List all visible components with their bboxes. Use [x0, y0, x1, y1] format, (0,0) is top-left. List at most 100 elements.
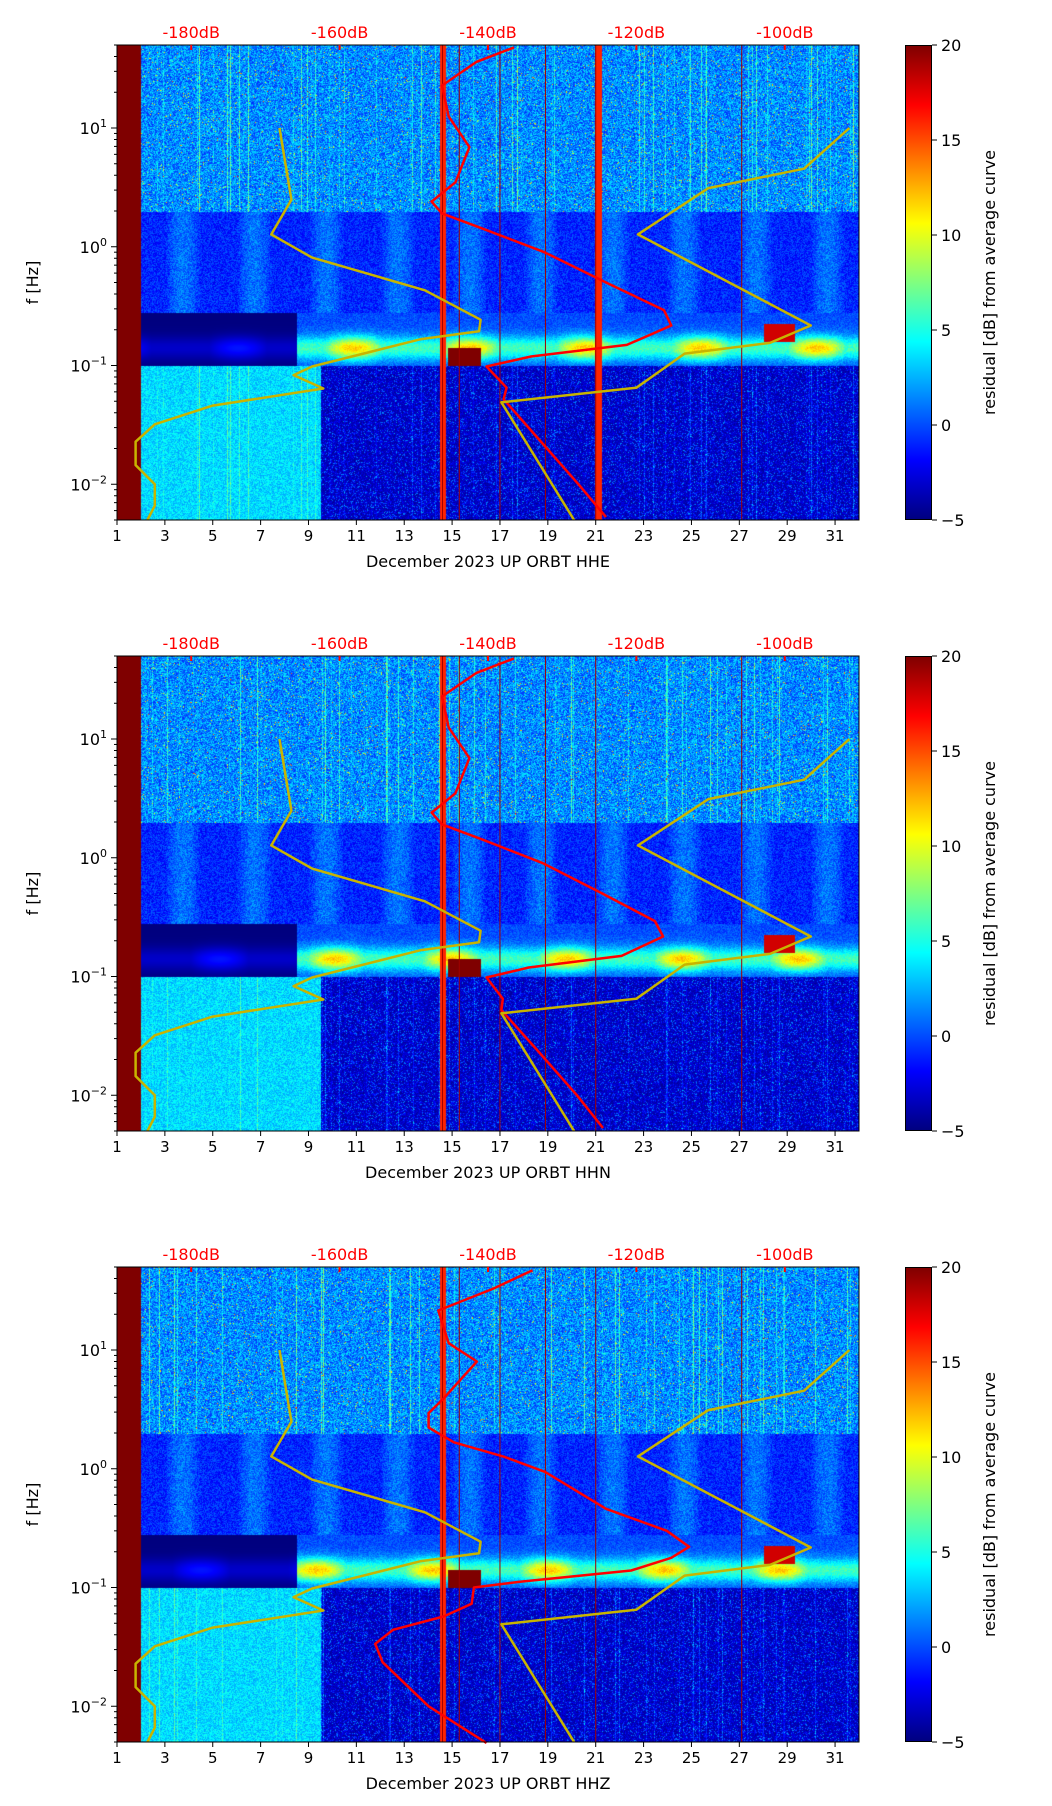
- x-tick-label: 31: [826, 527, 845, 545]
- y-tick-label: 10−2: [70, 1084, 107, 1105]
- x-tick-label: 27: [730, 1138, 749, 1156]
- series-line-high-noise-model: [500, 127, 851, 521]
- x-axis-label: December 2023 UP ORBT HHE: [366, 552, 610, 571]
- top-db-tick-label: -180dB: [162, 23, 219, 42]
- x-tick-label: 17: [490, 1749, 509, 1767]
- x-tick-label: 5: [208, 1138, 218, 1156]
- x-tick-label: 21: [586, 1138, 605, 1156]
- x-tick-label: 13: [395, 1749, 414, 1767]
- x-tick-label: 3: [160, 1138, 170, 1156]
- x-tick-label: 3: [160, 527, 170, 545]
- top-db-tick-label: -160dB: [311, 634, 368, 653]
- x-tick-label: 21: [586, 1749, 605, 1767]
- y-tick-label: 10−2: [70, 1695, 107, 1716]
- x-tick-label: 27: [730, 527, 749, 545]
- top-db-tick-label: -100dB: [756, 23, 813, 42]
- colorbar-tick-label: 5: [941, 321, 951, 340]
- x-tick-label: 15: [443, 527, 462, 545]
- x-tick-label: 9: [304, 1138, 314, 1156]
- colorbar-tick-label: 10: [941, 1448, 961, 1467]
- x-tick-label: 3: [160, 1749, 170, 1767]
- x-tick-label: 17: [490, 527, 509, 545]
- x-tick-label: 23: [634, 527, 653, 545]
- x-tick-label: 7: [256, 1138, 266, 1156]
- top-db-tick-label: -160dB: [311, 23, 368, 42]
- x-tick-label: 9: [304, 527, 314, 545]
- y-axis-label: f [Hz]: [23, 261, 42, 305]
- x-tick-label: 11: [347, 1138, 366, 1156]
- spectrogram-heatmap: [117, 1267, 859, 1742]
- colorbar-label: residual [dB] from average curve: [980, 761, 999, 1026]
- x-tick-label: 19: [538, 1749, 557, 1767]
- colorbar: [905, 45, 932, 520]
- x-tick-label: 7: [256, 527, 266, 545]
- x-tick-label: 11: [347, 527, 366, 545]
- top-db-tick-label: -180dB: [162, 1245, 219, 1264]
- spectrogram-heatmap: [117, 45, 859, 520]
- x-tick-label: 7: [256, 1749, 266, 1767]
- plot-frame: [116, 1266, 860, 1743]
- top-db-tick-label: -160dB: [311, 1245, 368, 1264]
- x-tick-label: 25: [682, 527, 701, 545]
- colorbar-tick-label: 15: [941, 1353, 961, 1372]
- top-db-tick-label: -100dB: [756, 1245, 813, 1264]
- x-tick-label: 1: [112, 1138, 122, 1156]
- colorbar-tick-label: 20: [941, 647, 961, 666]
- x-tick-label: 29: [778, 1138, 797, 1156]
- y-tick-label: 101: [80, 1339, 107, 1360]
- x-tick-label: 17: [490, 1138, 509, 1156]
- colorbar-label: residual [dB] from average curve: [980, 150, 999, 415]
- y-tick-label: 101: [80, 117, 107, 138]
- colorbar-label: residual [dB] from average curve: [980, 1372, 999, 1637]
- y-axis-label: f [Hz]: [23, 872, 42, 916]
- x-tick-label: 19: [538, 1138, 557, 1156]
- spectrogram-heatmap: [117, 656, 859, 1131]
- colorbar: [905, 1267, 932, 1742]
- x-tick-label: 15: [443, 1138, 462, 1156]
- x-tick-label: 25: [682, 1749, 701, 1767]
- x-tick-label: 13: [395, 527, 414, 545]
- colorbar-tick-label: 0: [941, 1027, 951, 1046]
- top-db-tick-label: -140dB: [459, 23, 516, 42]
- spectrogram-panel: 1 3 5 7 9 11 13 15 17 19 21 23 25 27 29 31 December 2023…: [0, 0, 1052, 600]
- y-tick-label: 100: [80, 236, 107, 257]
- x-tick-label: 11: [347, 1749, 366, 1767]
- top-db-tick-label: -140dB: [459, 634, 516, 653]
- x-tick-label: 29: [778, 527, 797, 545]
- series-line-low-noise-model: [134, 127, 482, 521]
- top-db-tick-label: -140dB: [459, 1245, 516, 1264]
- top-db-tick-label: -120dB: [608, 634, 665, 653]
- y-tick-label: 100: [80, 847, 107, 868]
- colorbar-tick-label: 15: [941, 131, 961, 150]
- colorbar-tick-label: 5: [941, 1543, 951, 1562]
- colorbar-tick-label: −5: [941, 1122, 965, 1141]
- colorbar-tick-label: 20: [941, 1258, 961, 1277]
- y-tick-label: 10−2: [70, 473, 107, 494]
- x-tick-label: 19: [538, 527, 557, 545]
- y-tick-label: 101: [80, 728, 107, 749]
- x-tick-label: 5: [208, 1749, 218, 1767]
- x-axis-label: December 2023 UP ORBT HHZ: [366, 1774, 611, 1793]
- colorbar-tick-label: 0: [941, 416, 951, 435]
- colorbar-tick-label: 20: [941, 36, 961, 55]
- x-tick-label: 23: [634, 1138, 653, 1156]
- y-tick-label: 100: [80, 1458, 107, 1479]
- x-tick-label: 31: [826, 1138, 845, 1156]
- colorbar-tick-label: 10: [941, 837, 961, 856]
- spectrogram-panel: 1 3 5 7 9 11 13 15 17 19 21 23 25 27 29 31 December 2023…: [0, 611, 1052, 1211]
- series-line-low-noise-model: [134, 738, 482, 1132]
- x-tick-label: 27: [730, 1749, 749, 1767]
- colorbar-tick-label: −5: [941, 511, 965, 530]
- x-tick-label: 15: [443, 1749, 462, 1767]
- y-tick-label: 10−1: [70, 355, 107, 376]
- top-db-tick-label: -180dB: [162, 634, 219, 653]
- x-tick-label: 29: [778, 1749, 797, 1767]
- y-tick-label: 10−1: [70, 966, 107, 987]
- x-axis-label: December 2023 UP ORBT HHN: [365, 1163, 611, 1182]
- series-line-high-noise-model: [500, 738, 851, 1132]
- plot-frame: [116, 44, 860, 521]
- top-db-tick-label: -100dB: [756, 634, 813, 653]
